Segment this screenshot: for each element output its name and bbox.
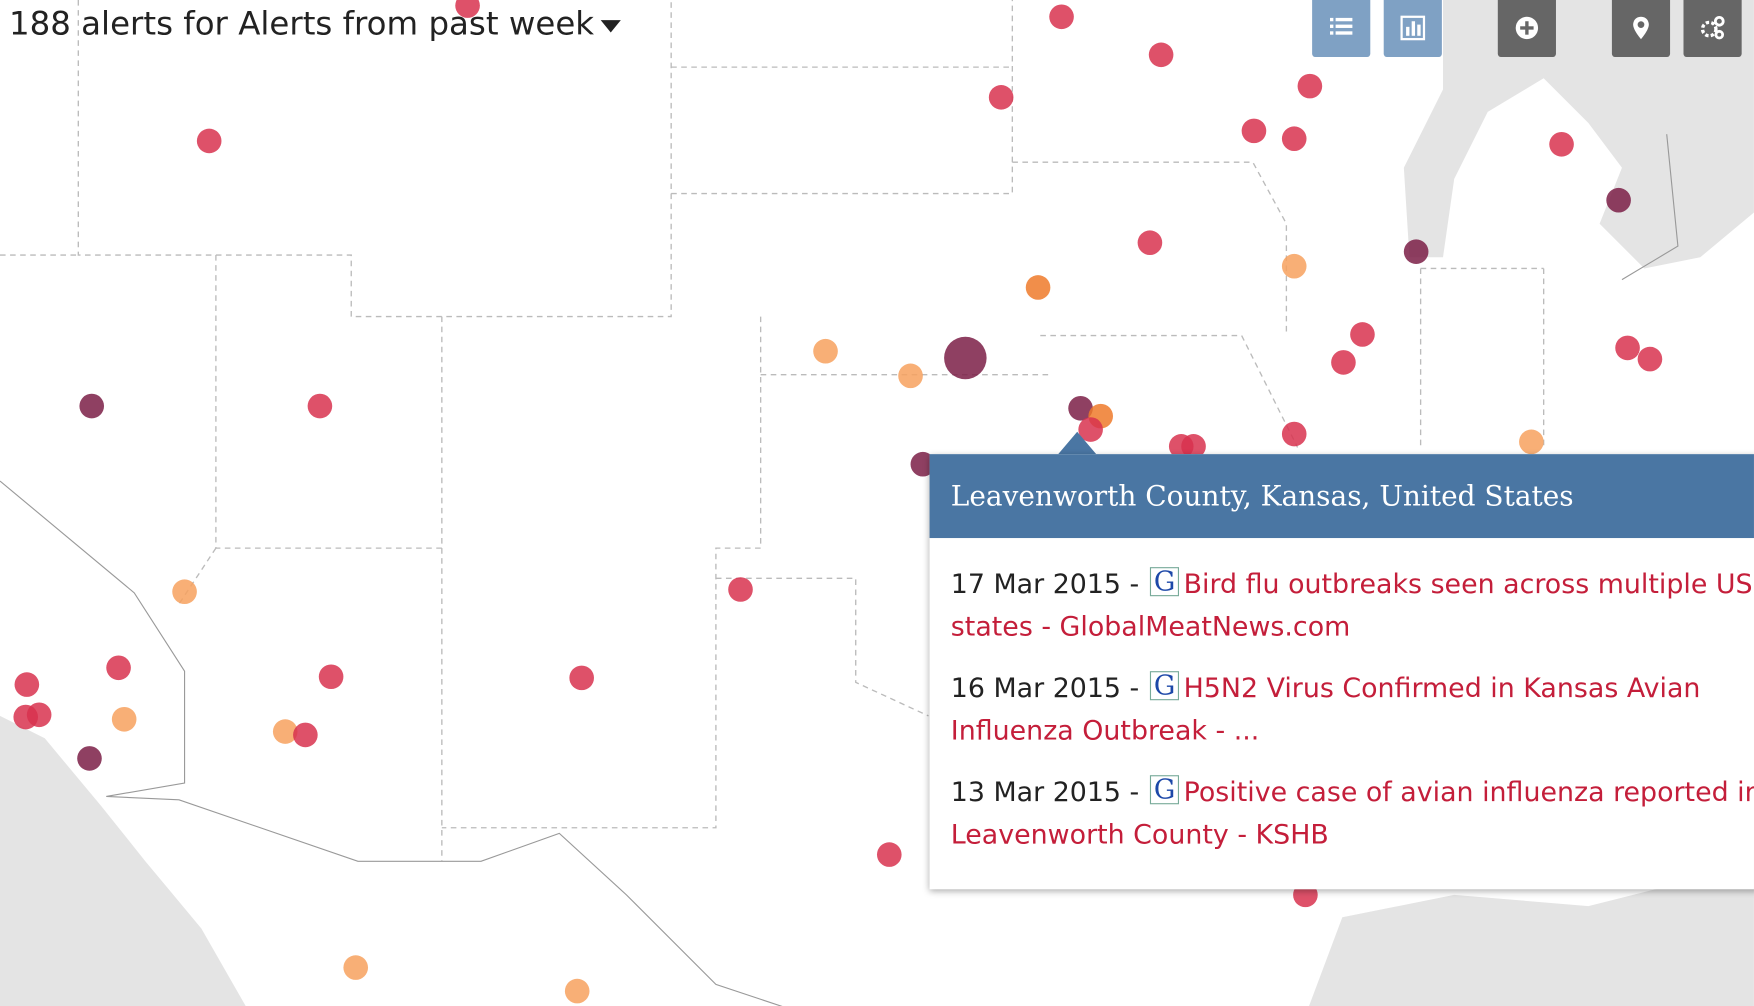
alert-marker[interactable] [728, 577, 753, 602]
alert-marker[interactable] [1068, 395, 1093, 421]
alert-date: 16 Mar 2015 [950, 672, 1122, 704]
alert-marker[interactable] [455, 0, 480, 18]
alert-marker[interactable] [898, 363, 923, 389]
alert-marker[interactable] [1049, 4, 1074, 30]
alert-link[interactable]: H5N2 Virus Confirmed in Kansas Avian Inf… [950, 672, 1701, 747]
popup-pointer [1058, 431, 1097, 455]
alert-marker[interactable] [172, 579, 197, 605]
alert-marker[interactable] [77, 746, 102, 771]
alert-marker[interactable] [813, 338, 838, 364]
alert-marker[interactable] [196, 128, 222, 154]
alert-item: 13 Mar 2015 - G Positive case of avian in… [951, 771, 1754, 856]
source-icon: G [1150, 775, 1180, 805]
separator: - [1129, 776, 1140, 808]
settings-button[interactable] [1683, 0, 1742, 58]
alert-marker[interactable] [1148, 42, 1174, 68]
alert-marker[interactable] [1281, 126, 1307, 152]
source-icon: G [1150, 671, 1180, 701]
alert-link[interactable]: Bird flu outbreaks seen across multiple … [950, 568, 1753, 643]
separator: - [1129, 672, 1140, 704]
alert-date: 17 Mar 2015 [950, 568, 1122, 600]
title-text[interactable]: 188 alerts for Alerts from past week [8, 4, 595, 43]
alert-marker[interactable] [1297, 73, 1323, 99]
alert-marker[interactable] [1331, 350, 1356, 375]
alert-list: 17 Mar 2015 - G Bird flu outbreaks seen a… [930, 538, 1754, 856]
alert-marker[interactable] [1181, 434, 1206, 459]
alert-marker[interactable] [1606, 187, 1631, 213]
alert-marker[interactable] [293, 722, 318, 748]
alert-link[interactable]: Positive case of avian influenza reporte… [950, 776, 1754, 851]
alert-marker[interactable] [272, 719, 298, 744]
alert-marker[interactable] [1241, 118, 1267, 144]
alert-marker[interactable] [988, 85, 1014, 110]
alert-marker[interactable] [910, 451, 936, 477]
alert-marker[interactable] [1637, 346, 1663, 372]
alert-marker[interactable] [944, 336, 987, 380]
alert-marker[interactable] [307, 393, 333, 419]
list-view-button[interactable] [1312, 0, 1371, 58]
alert-item: 16 Mar 2015 - G H5N2 Virus Confirmed in K… [951, 667, 1754, 752]
alert-marker[interactable] [1137, 230, 1163, 256]
alert-item: 17 Mar 2015 - G Bird flu outbreaks seen a… [951, 563, 1754, 648]
alert-marker[interactable] [26, 702, 52, 728]
alert-marker[interactable] [876, 842, 902, 867]
alert-count-title[interactable]: 188 alerts for Alerts from past week [8, 4, 621, 43]
separator: - [1129, 568, 1140, 600]
alert-marker[interactable] [1549, 131, 1574, 157]
dropdown-caret[interactable] [600, 19, 621, 32]
add-button[interactable] [1497, 0, 1556, 58]
popup-heading: Leavenworth County, Kansas, United State… [929, 454, 1754, 539]
chart-view-button[interactable] [1383, 0, 1442, 58]
alert-marker[interactable] [14, 672, 40, 697]
location-button[interactable] [1611, 0, 1671, 58]
alert-markers [13, 0, 1663, 1004]
alert-marker[interactable] [1025, 275, 1051, 300]
source-icon: G [1150, 567, 1180, 597]
alert-marker[interactable] [564, 978, 590, 1004]
alert-marker[interactable] [1281, 253, 1307, 279]
alert-marker[interactable] [1350, 322, 1375, 347]
alert-marker[interactable] [1281, 421, 1307, 447]
country-border [0, 134, 1679, 1006]
alert-marker[interactable] [106, 655, 131, 681]
alert-marker[interactable] [79, 393, 105, 419]
alert-marker[interactable] [343, 955, 369, 980]
alert-marker[interactable] [569, 665, 594, 691]
alert-date: 13 Mar 2015 [950, 776, 1122, 808]
alert-marker[interactable] [318, 664, 344, 690]
alert-marker[interactable] [111, 706, 137, 732]
location-popup: Leavenworth County, Kansas, United State… [929, 454, 1754, 890]
alert-marker[interactable] [1403, 239, 1429, 264]
alert-marker[interactable] [1519, 429, 1544, 455]
alert-marker[interactable] [1615, 335, 1640, 361]
